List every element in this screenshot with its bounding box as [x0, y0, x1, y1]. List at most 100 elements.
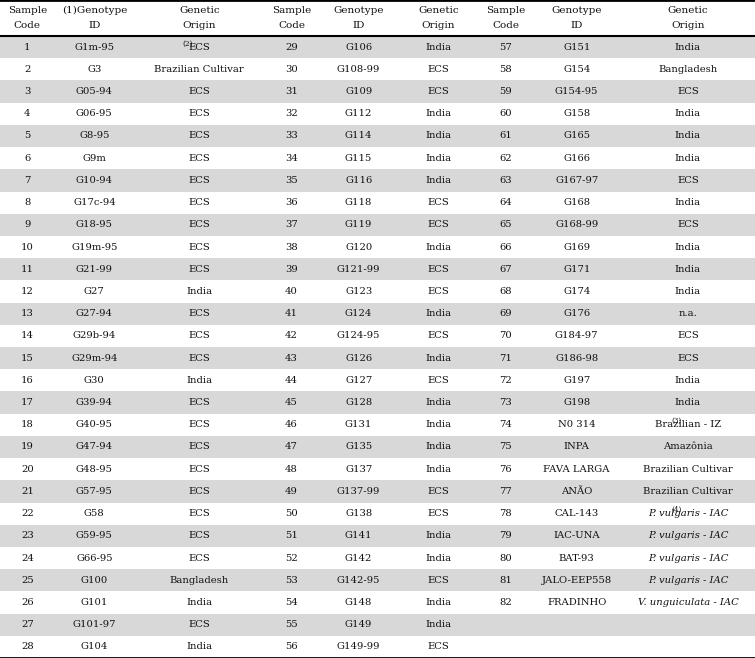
Text: 30: 30 [285, 65, 298, 74]
Text: India: India [425, 154, 451, 163]
Text: 41: 41 [285, 309, 298, 318]
Text: India: India [425, 176, 451, 185]
Text: 68: 68 [499, 287, 512, 296]
Bar [0, 524, 755, 547]
Bar [0, 147, 755, 169]
Text: INPA: INPA [564, 442, 590, 451]
Text: ECS: ECS [427, 87, 449, 96]
Text: 43: 43 [285, 353, 298, 363]
Text: ECS: ECS [427, 509, 449, 518]
Text: G9m: G9m [82, 154, 106, 163]
Text: India: India [425, 309, 451, 318]
Text: G112: G112 [345, 109, 372, 118]
Text: 78: 78 [499, 509, 512, 518]
Text: G167-97: G167-97 [555, 176, 599, 185]
Text: India: India [675, 109, 701, 118]
Bar [0, 191, 755, 214]
Bar [0, 503, 755, 524]
Text: ECS: ECS [677, 332, 699, 340]
Bar [0, 547, 755, 569]
Bar [0, 169, 755, 191]
Text: 23: 23 [21, 531, 34, 540]
Text: G137: G137 [345, 465, 372, 474]
Text: ECS: ECS [188, 620, 210, 629]
Bar [0, 436, 755, 458]
Text: Genotype: Genotype [551, 5, 602, 14]
Text: ECS: ECS [188, 332, 210, 340]
Bar [0, 80, 755, 103]
Text: 60: 60 [499, 109, 512, 118]
Bar [0, 0, 755, 36]
Text: G186-98: G186-98 [555, 353, 599, 363]
Text: G142: G142 [345, 553, 372, 563]
Bar [0, 636, 755, 658]
Text: G149: G149 [345, 620, 372, 629]
Text: Origin: Origin [671, 22, 704, 30]
Text: G115: G115 [345, 154, 372, 163]
Text: Sample: Sample [272, 5, 311, 14]
Text: P. vulgaris - IAC: P. vulgaris - IAC [648, 553, 728, 563]
Text: 51: 51 [285, 531, 298, 540]
Text: G168-99: G168-99 [555, 220, 599, 230]
Text: 25: 25 [21, 576, 34, 585]
Text: India: India [675, 43, 701, 51]
Text: FAVA LARGA: FAVA LARGA [544, 465, 610, 474]
Text: n.a.: n.a. [679, 309, 698, 318]
Text: 19: 19 [21, 442, 34, 451]
Text: ECS: ECS [427, 287, 449, 296]
Text: G119: G119 [345, 220, 372, 230]
Text: 27: 27 [21, 620, 34, 629]
Text: 38: 38 [285, 243, 298, 251]
Text: ECS: ECS [188, 220, 210, 230]
Text: G124: G124 [345, 309, 372, 318]
Text: IAC-UNA: IAC-UNA [553, 531, 600, 540]
Text: G169: G169 [563, 243, 590, 251]
Text: G106: G106 [345, 43, 372, 51]
Text: Code: Code [278, 22, 305, 30]
Text: India: India [186, 642, 212, 651]
Text: Genetic: Genetic [667, 5, 708, 14]
Text: ECS: ECS [677, 220, 699, 230]
Text: G109: G109 [345, 87, 372, 96]
Text: 75: 75 [499, 442, 512, 451]
Text: Genetic: Genetic [418, 5, 458, 14]
Text: 28: 28 [21, 642, 34, 651]
Text: 1: 1 [24, 43, 30, 51]
Text: G100: G100 [81, 576, 108, 585]
Text: ECS: ECS [427, 576, 449, 585]
Text: India: India [425, 398, 451, 407]
Text: G198: G198 [563, 398, 590, 407]
Text: G154-95: G154-95 [555, 87, 599, 96]
Bar [0, 36, 755, 58]
Text: 29: 29 [285, 43, 298, 51]
Bar [0, 392, 755, 414]
Text: ECS: ECS [677, 87, 699, 96]
Text: 61: 61 [499, 132, 512, 140]
Text: Brazilian Cultivar: Brazilian Cultivar [643, 487, 733, 496]
Text: G149-99: G149-99 [337, 642, 381, 651]
Text: ECS: ECS [427, 265, 449, 274]
Text: P. vulgaris - IAC: P. vulgaris - IAC [648, 576, 728, 585]
Text: ECS: ECS [188, 442, 210, 451]
Text: G3: G3 [87, 65, 102, 74]
Text: 24: 24 [21, 553, 34, 563]
Text: G142-95: G142-95 [337, 576, 381, 585]
Text: G58: G58 [84, 509, 105, 518]
Text: G121-99: G121-99 [337, 265, 381, 274]
Text: ECS: ECS [188, 553, 210, 563]
Text: G66-95: G66-95 [76, 553, 112, 563]
Text: ECS: ECS [427, 198, 449, 207]
Text: Bangladesh: Bangladesh [658, 65, 717, 74]
Text: 18: 18 [21, 420, 34, 429]
Text: G184-97: G184-97 [555, 332, 599, 340]
Text: G124-95: G124-95 [337, 332, 381, 340]
Bar [0, 569, 755, 592]
Text: G168: G168 [563, 198, 590, 207]
Text: ECS: ECS [427, 642, 449, 651]
Text: FRADINHO: FRADINHO [547, 598, 606, 607]
Text: India: India [425, 620, 451, 629]
Text: ECS: ECS [188, 353, 210, 363]
Text: G40-95: G40-95 [76, 420, 113, 429]
Text: G154: G154 [563, 65, 590, 74]
Text: ECS: ECS [188, 154, 210, 163]
